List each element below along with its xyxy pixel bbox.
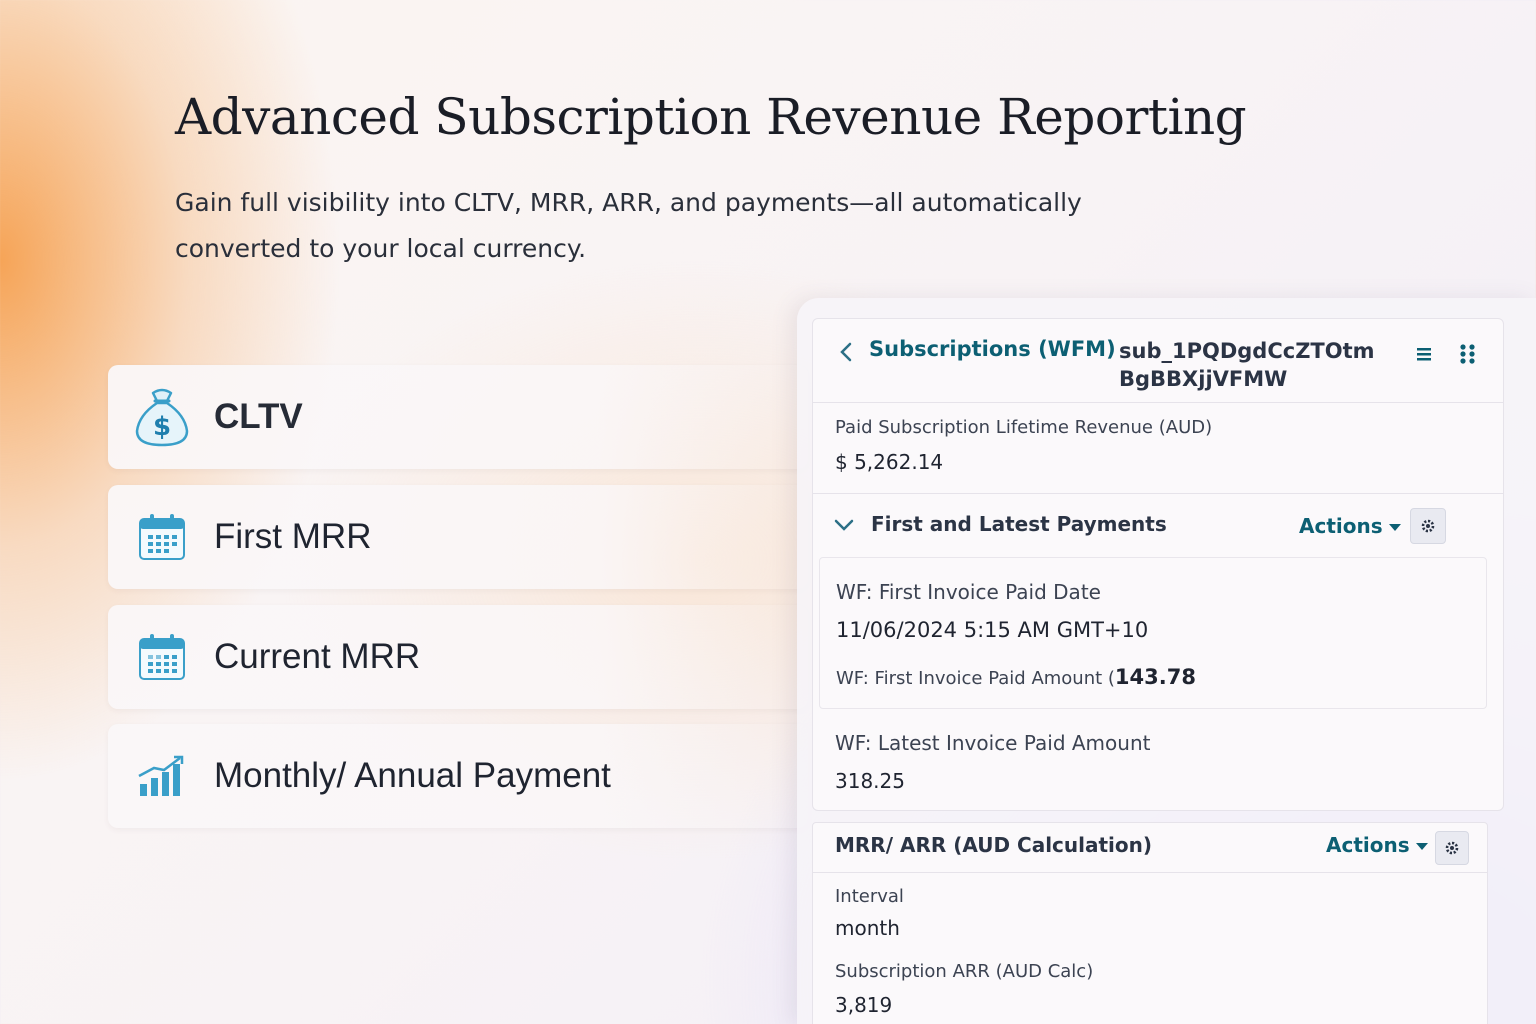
feature-card-first-mrr: First MRR bbox=[108, 485, 808, 589]
first-invoice-amount-row: WF: First Invoice Paid Amount (143.78 bbox=[836, 665, 1196, 689]
caret-down-icon bbox=[1415, 843, 1428, 850]
feature-card-monthly-annual-payment: Monthly/ Annual Payment bbox=[108, 724, 808, 828]
hero-subtitle: Gain full visibility into CLTV, MRR, ARR… bbox=[175, 188, 1082, 263]
first-invoice-date-value: 11/06/2024 5:15 AM GMT+10 bbox=[836, 618, 1149, 642]
actions-label: Actions bbox=[1326, 833, 1410, 857]
record-card: Subscriptions (WFM) sub_1PQDgdCcZTOtmBgB… bbox=[812, 318, 1504, 811]
payments-settings-button[interactable] bbox=[1410, 508, 1446, 544]
caret-down-icon bbox=[1388, 524, 1401, 531]
payments-section-header[interactable]: First and Latest Payments Actions bbox=[813, 493, 1503, 557]
feature-card-current-mrr: Current MRR bbox=[108, 605, 808, 709]
mrr-arr-card: MRR/ ARR (AUD Calculation) Actions Inter… bbox=[812, 822, 1488, 1024]
mrr-arr-title: MRR/ ARR (AUD Calculation) bbox=[835, 833, 1153, 857]
calendar-icon bbox=[132, 627, 192, 687]
interval-value: month bbox=[835, 916, 900, 940]
record-header: Subscriptions (WFM) sub_1PQDgdCcZTOtmBgB… bbox=[813, 319, 1503, 403]
actions-label: Actions bbox=[1299, 514, 1383, 538]
mrr-arr-header: MRR/ ARR (AUD Calculation) Actions bbox=[813, 823, 1487, 873]
lifetime-revenue-value: $ 5,262.14 bbox=[835, 450, 944, 474]
first-invoice-date-label: WF: First Invoice Paid Date bbox=[836, 580, 1101, 604]
feature-label-cltv: CLTV bbox=[214, 397, 303, 436]
grid-dots-icon[interactable] bbox=[1459, 343, 1477, 365]
gear-icon bbox=[1445, 841, 1459, 855]
svg-text:$: $ bbox=[153, 412, 171, 442]
hero-title: Advanced Subscription Revenue Reporting bbox=[175, 88, 1247, 146]
mrr-actions-button[interactable]: Actions bbox=[1326, 833, 1428, 857]
chevron-left-icon[interactable] bbox=[837, 341, 855, 363]
list-icon[interactable] bbox=[1415, 345, 1433, 363]
gear-icon bbox=[1421, 519, 1435, 533]
payments-actions-button[interactable]: Actions bbox=[1299, 514, 1401, 538]
latest-invoice-amount-value: 318.25 bbox=[835, 769, 905, 793]
money-bag-icon: $ bbox=[132, 387, 192, 447]
calendar-icon bbox=[132, 507, 192, 567]
feature-label-monthly-annual-payment: Monthly/ Annual Payment bbox=[214, 756, 611, 795]
first-invoice-amount-value: 143.78 bbox=[1114, 665, 1196, 689]
feature-label-first-mrr: First MRR bbox=[214, 517, 372, 556]
latest-invoice-amount-label: WF: Latest Invoice Paid Amount bbox=[835, 731, 1151, 755]
lifetime-revenue-label: Paid Subscription Lifetime Revenue (AUD) bbox=[835, 417, 1213, 438]
record-id: sub_1PQDgdCcZTOtmBgBBXjjVFMW bbox=[1119, 339, 1375, 391]
bar-chart-icon bbox=[132, 746, 192, 806]
first-invoice-amount-label: WF: First Invoice Paid Amount ( bbox=[836, 668, 1115, 689]
first-payment-card: WF: First Invoice Paid Date 11/06/2024 5… bbox=[819, 557, 1487, 709]
feature-label-current-mrr: Current MRR bbox=[214, 637, 421, 676]
payments-section-title: First and Latest Payments bbox=[871, 512, 1167, 536]
mrr-settings-button[interactable] bbox=[1435, 831, 1469, 865]
breadcrumb-subscriptions-link[interactable]: Subscriptions (WFM) bbox=[869, 337, 1116, 361]
arr-value: 3,819 bbox=[835, 993, 893, 1017]
chevron-down-icon[interactable] bbox=[833, 518, 855, 532]
feature-card-cltv: $ CLTV bbox=[108, 365, 808, 469]
arr-label: Subscription ARR (AUD Calc) bbox=[835, 961, 1094, 982]
interval-label: Interval bbox=[835, 886, 904, 907]
